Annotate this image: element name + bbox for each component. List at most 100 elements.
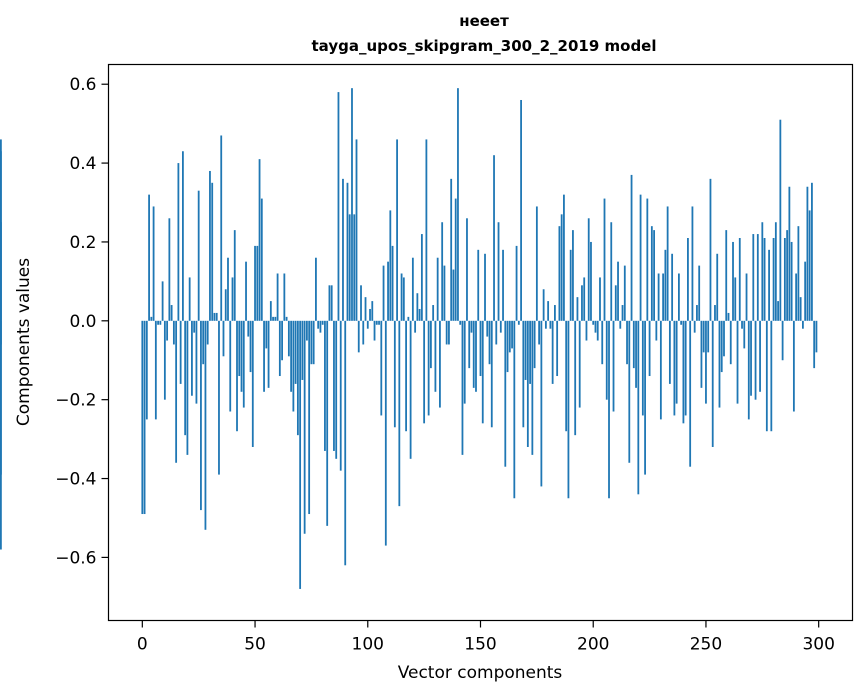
bar-34 <box>218 320 220 475</box>
bar-124 <box>420 234 423 321</box>
bar-188 <box>565 320 568 432</box>
bar-145 <box>468 320 471 369</box>
bar-276 <box>763 238 766 321</box>
bar-203 <box>599 277 601 321</box>
bar-45 <box>242 320 245 408</box>
bar-299 <box>815 320 818 353</box>
bar-94 <box>353 214 356 321</box>
bar-102 <box>371 301 374 321</box>
bar-231 <box>662 273 665 321</box>
bar-113 <box>396 139 398 321</box>
bar-238 <box>678 273 680 321</box>
x-tick-label: 300 <box>802 635 834 655</box>
bar-275 <box>761 222 764 321</box>
x-tick-label: 0 <box>137 635 148 655</box>
bar-65 <box>287 320 290 357</box>
bar-262 <box>732 241 734 321</box>
bar-292 <box>799 297 802 321</box>
bar-57 <box>269 301 272 321</box>
bar-243 <box>689 320 692 467</box>
bar-298 <box>813 320 816 369</box>
bar-22 <box>191 320 193 396</box>
bar-134 <box>443 265 446 321</box>
bar-281 <box>774 222 777 321</box>
bar-91 <box>346 182 349 321</box>
bar-104 <box>375 320 378 325</box>
bar-112 <box>393 320 396 428</box>
bar-53 <box>260 198 263 321</box>
bar-175 <box>535 206 538 321</box>
bar-166 <box>515 245 518 321</box>
bar-115 <box>400 273 403 321</box>
bar-222 <box>641 320 644 416</box>
bar-187 <box>563 194 565 321</box>
bar-179 <box>544 320 547 329</box>
bar-56 <box>267 320 270 388</box>
bar-199 <box>590 241 592 321</box>
bar-251 <box>707 320 710 353</box>
y-axis-label: Components values <box>14 258 34 426</box>
bar-92 <box>348 214 351 321</box>
bar-144 <box>466 218 468 321</box>
bar-125 <box>423 320 426 424</box>
bar-77 <box>315 257 317 321</box>
bar-164 <box>511 320 513 349</box>
bar-137 <box>450 178 453 321</box>
bar-143 <box>463 320 466 404</box>
bar-8 <box>159 320 162 325</box>
bar-16 <box>177 163 180 321</box>
bar-18 <box>182 151 184 321</box>
bar-172 <box>529 320 531 384</box>
bar-236 <box>673 320 676 416</box>
bar-59 <box>274 316 277 321</box>
bar-27 <box>202 320 205 365</box>
bar-180 <box>547 301 550 321</box>
bar-1 <box>143 320 146 515</box>
bar-undefined <box>0 320 2 550</box>
bar-129 <box>432 305 435 321</box>
bar-213 <box>621 305 624 321</box>
bar-192 <box>574 320 577 436</box>
bar-183 <box>554 305 556 321</box>
bar-194 <box>578 320 581 408</box>
chart-subtitle: tayga_upos_skipgram_300_2_2019 model <box>312 37 657 55</box>
bar-7 <box>157 320 159 325</box>
x-tick-label: 200 <box>577 635 609 655</box>
bar-120 <box>411 257 414 321</box>
bar-135 <box>445 320 448 345</box>
bar-211 <box>617 261 619 321</box>
bar-39 <box>229 320 232 412</box>
bar-48 <box>249 320 252 373</box>
bar-242 <box>687 238 689 321</box>
plot-frame <box>107 63 854 622</box>
bar-42 <box>236 320 238 432</box>
bar-171 <box>526 320 529 447</box>
bar-252 <box>709 178 712 321</box>
bar-221 <box>639 194 642 321</box>
bar-24 <box>195 320 198 404</box>
bar-223 <box>644 320 646 475</box>
bar-3 <box>148 194 150 321</box>
bar-123 <box>418 308 421 321</box>
bar-282 <box>777 301 779 321</box>
bar-248 <box>700 320 703 388</box>
bar-154 <box>488 320 491 365</box>
bar-151 <box>481 320 484 424</box>
y-tick-label: −0.4 <box>55 470 96 490</box>
y-tick-label: 0.2 <box>69 233 96 253</box>
x-tick-label: 150 <box>464 635 496 655</box>
bar-99 <box>364 297 367 321</box>
bar-273 <box>756 234 759 321</box>
bar-233 <box>666 206 669 321</box>
bar-97 <box>360 285 362 321</box>
bar-255 <box>716 253 719 321</box>
bar-105 <box>378 320 380 325</box>
bar-148 <box>475 320 477 392</box>
bar-220 <box>637 320 640 495</box>
bar-249 <box>702 320 705 353</box>
bar-245 <box>693 320 696 333</box>
bar-160 <box>502 249 504 321</box>
bar-257 <box>720 320 723 373</box>
bar-70 <box>299 320 302 589</box>
bar-43 <box>238 320 241 377</box>
